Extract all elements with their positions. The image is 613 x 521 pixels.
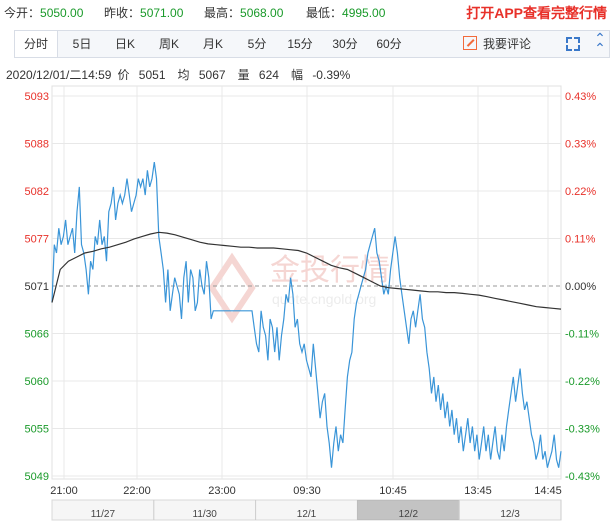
y-tick-label-right: 0.33% — [565, 139, 596, 151]
y-tick-label-left: 5093 — [25, 91, 49, 103]
quote-info-line: 2020/12/01/二14:59 价 5051 均 5067 量 624 幅 -0.3… — [6, 68, 351, 82]
x-tick-label: 13:45 — [464, 485, 492, 497]
info-avg: 5067 — [198, 68, 226, 82]
y-tick-label-left: 5088 — [25, 139, 49, 151]
y-tick-label-left: 5077 — [25, 234, 49, 246]
y-tick-label-left: 5055 — [25, 424, 49, 436]
y-tick-label-left: 5082 — [25, 186, 49, 198]
tab-15min[interactable]: 15分 — [287, 37, 313, 51]
navigator-date-label[interactable]: 11/27 — [91, 509, 116, 520]
navigator-date-label[interactable]: 12/2 — [399, 509, 419, 520]
x-tick-label: 10:45 — [379, 485, 407, 497]
tab-60min[interactable]: 60分 — [376, 37, 402, 51]
tab-30min[interactable]: 30分 — [332, 37, 358, 51]
navigator-selection[interactable] — [357, 500, 460, 520]
x-tick-label: 22:00 — [123, 485, 151, 497]
info-volume: 624 — [258, 68, 279, 82]
open-app-link[interactable]: 打开APP查看完整行情 — [466, 5, 607, 21]
y-tick-label-right: 0.11% — [565, 234, 596, 246]
navigator-date-label[interactable]: 12/1 — [297, 509, 317, 520]
open-price-value: 5050.00 — [40, 6, 84, 20]
y-tick-label-right: -0.11% — [565, 329, 599, 341]
info-change: -0.39% — [312, 68, 351, 82]
navigator-date-label[interactable]: 12/3 — [500, 509, 520, 520]
tab-monthly-k[interactable]: 月K — [202, 37, 223, 51]
info-price: 5051 — [138, 68, 166, 82]
tab-5min[interactable]: 5分 — [247, 37, 267, 51]
y-tick-label-right: 0.22% — [565, 186, 596, 198]
fullscreen-icon[interactable] — [566, 37, 580, 51]
price-line — [51, 162, 562, 468]
x-tick-label: 23:00 — [208, 485, 236, 497]
high-price-value: 5068.00 — [240, 6, 284, 20]
tab-timeshare[interactable]: 分时 — [15, 31, 58, 57]
quote-summary: 今开：5050.00 昨收：5071.00 最高：5068.00 最低：4995… — [0, 0, 613, 22]
y-tick-label-right: -0.43% — [565, 471, 600, 483]
y-tick-label-right: -0.22% — [565, 376, 600, 388]
y-tick-label-right: -0.33% — [565, 424, 600, 436]
open-price: 今开：5050.00 — [4, 6, 84, 20]
x-tick-label: 14:45 — [534, 485, 562, 497]
prev-close: 昨收：5071.00 — [104, 6, 184, 20]
x-tick-label: 21:00 — [50, 485, 78, 497]
low-price: 最低：4995.00 — [306, 6, 386, 20]
x-tick-label: 09:30 — [293, 485, 321, 497]
y-tick-label-right: 0.00% — [565, 281, 596, 293]
y-tick-label-right: 0.43% — [565, 91, 596, 103]
high-price: 最高：5068.00 — [204, 6, 284, 20]
y-tick-label-left: 5071 — [25, 281, 49, 293]
tab-daily-k[interactable]: 日K — [114, 37, 135, 51]
y-tick-label-left: 5060 — [25, 376, 49, 388]
info-datetime: 2020/12/01/二14:59 — [6, 68, 112, 82]
y-tick-label-left: 5049 — [25, 471, 49, 483]
y-tick-label-left: 5066 — [25, 329, 49, 341]
low-price-value: 4995.00 — [342, 6, 386, 20]
watermark-url: quote.cngold.org — [272, 291, 376, 307]
edit-icon — [463, 36, 477, 50]
tab-5day[interactable]: 5日 — [72, 37, 92, 51]
comment-button[interactable]: 我要评论 — [463, 31, 531, 57]
watermark: 金投行情 quote.cngold.org — [208, 252, 390, 324]
navigator-date-label[interactable]: 11/30 — [193, 509, 218, 520]
prev-close-value: 5071.00 — [140, 6, 184, 20]
average-line — [51, 231, 562, 310]
period-tabs: 分时 5日 日K 周K 月K 5分 15分 30分 60分 我要评论 ⌃ ⌃ — [14, 30, 610, 58]
collapse-icon[interactable]: ⌃ ⌃ — [594, 30, 606, 56]
date-navigator[interactable]: 11/27 11/30 12/1 12/2 12/3 — [51, 499, 562, 521]
tab-weekly-k[interactable]: 周K — [158, 37, 179, 51]
watermark-logo — [208, 252, 256, 324]
